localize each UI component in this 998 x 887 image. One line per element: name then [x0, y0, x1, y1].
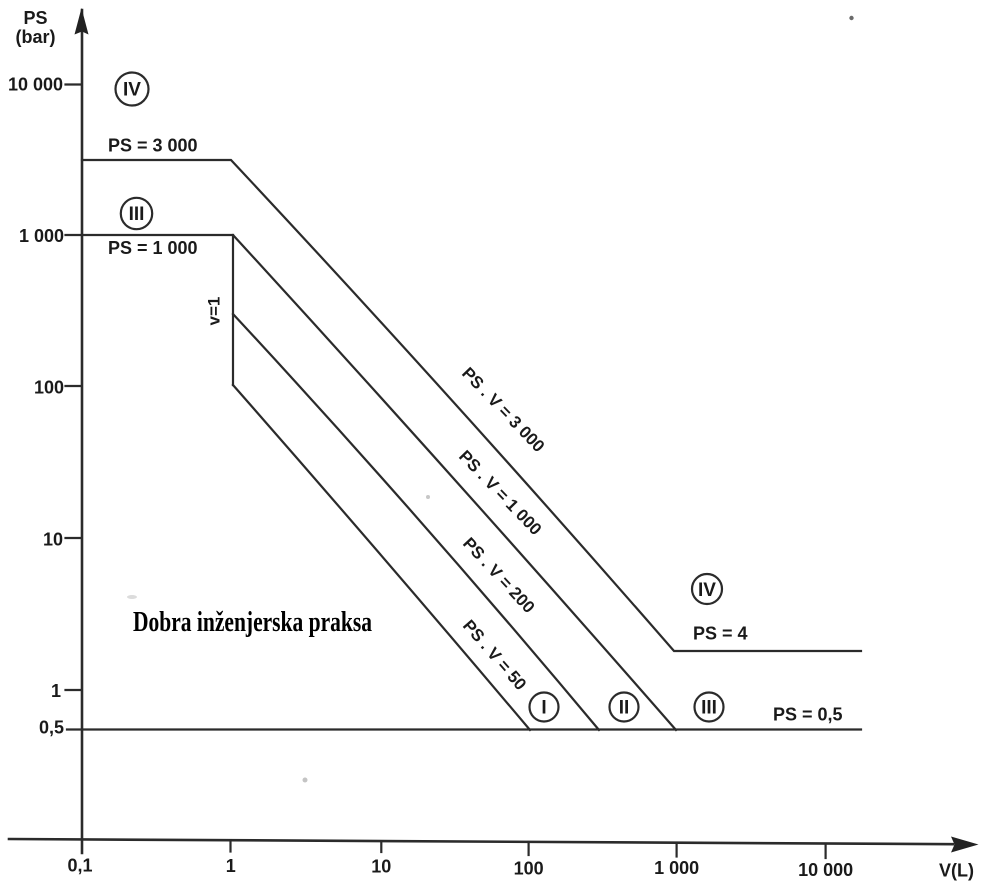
svg-text:III: III — [129, 204, 145, 225]
svg-text:PS = 3 000: PS = 3 000 — [108, 136, 198, 156]
svg-text:100: 100 — [514, 859, 544, 879]
svg-text:II: II — [619, 698, 630, 719]
svg-text:Dobra inženjerska praksa: Dobra inženjerska praksa — [133, 607, 372, 638]
svg-text:V(L): V(L) — [939, 861, 974, 881]
svg-text:0,1: 0,1 — [67, 856, 92, 876]
svg-text:1: 1 — [226, 856, 236, 876]
svg-text:I: I — [541, 698, 546, 719]
svg-text:10: 10 — [371, 857, 391, 877]
svg-text:IV: IV — [698, 580, 716, 601]
svg-text:(bar): (bar) — [16, 27, 56, 47]
svg-text:1 000: 1 000 — [19, 226, 64, 246]
svg-text:10 000: 10 000 — [8, 75, 63, 95]
svg-text:PS: PS — [23, 8, 47, 28]
svg-text:10: 10 — [43, 530, 63, 550]
svg-text:III: III — [701, 698, 717, 719]
svg-text:v=1: v=1 — [205, 297, 224, 326]
svg-text:1 000: 1 000 — [654, 858, 699, 878]
svg-text:100: 100 — [34, 378, 64, 398]
svg-text:IV: IV — [123, 80, 141, 101]
svg-text:10 000: 10 000 — [798, 860, 853, 880]
svg-text:0,5: 0,5 — [39, 718, 64, 738]
svg-text:PS = 4: PS = 4 — [693, 624, 748, 644]
svg-text:PS = 0,5: PS = 0,5 — [773, 705, 843, 725]
svg-text:PS = 1 000: PS = 1 000 — [108, 238, 198, 258]
svg-text:1: 1 — [51, 681, 61, 701]
